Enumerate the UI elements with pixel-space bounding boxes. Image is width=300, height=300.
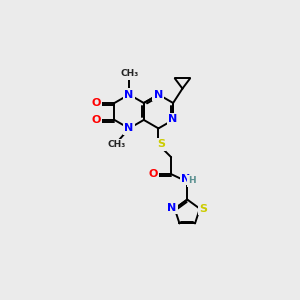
Text: N: N xyxy=(154,89,163,100)
Text: H: H xyxy=(188,176,196,185)
Text: S: S xyxy=(199,204,207,214)
Text: S: S xyxy=(157,140,165,149)
Text: N: N xyxy=(124,123,134,134)
Text: O: O xyxy=(92,115,101,125)
Text: N: N xyxy=(167,203,176,213)
Text: N: N xyxy=(169,114,178,124)
Text: N: N xyxy=(124,89,134,100)
Text: CH₃: CH₃ xyxy=(107,140,126,149)
Text: CH₃: CH₃ xyxy=(121,69,139,78)
Text: O: O xyxy=(148,169,158,179)
Text: O: O xyxy=(92,98,101,108)
Text: N: N xyxy=(181,174,190,184)
